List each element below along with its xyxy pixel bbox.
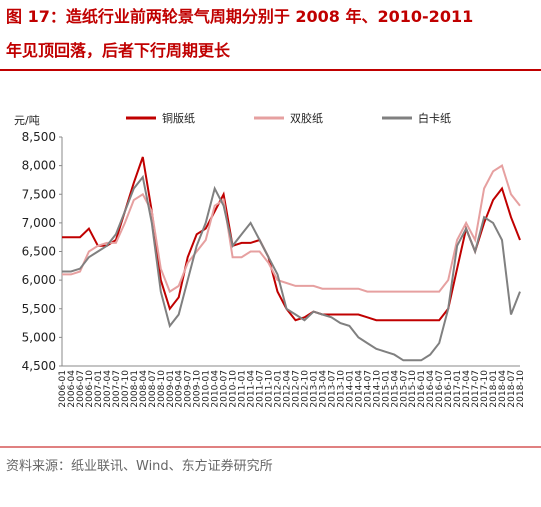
x-tick-label: 2014-04 — [354, 370, 364, 408]
x-tick-label: 2007-01 — [94, 370, 104, 408]
series-line — [62, 164, 521, 294]
x-tick-label: 2016-07 — [435, 370, 445, 408]
x-tick-label: 2006-04 — [67, 370, 77, 408]
x-tick-label: 2007-04 — [103, 370, 113, 408]
plot-area: 4,500 5,000 5,500 6,000 6,500 7,000 7,500 8,000… — [22, 130, 526, 408]
legend-label: 白卡纸 — [418, 111, 451, 125]
x-tick-label: 2016-01 — [417, 370, 427, 408]
y-tick-label: 8,500 — [22, 130, 56, 144]
x-tick-label: 2009-10 — [193, 370, 203, 408]
x-tick-label: 2012-07 — [291, 370, 301, 408]
y-tick-label: 7,500 — [22, 187, 56, 201]
x-tick-label: 2012-01 — [274, 370, 284, 408]
x-tick-label: 2011-10 — [265, 370, 275, 408]
x-tick-label: 2008-04 — [139, 370, 149, 408]
y-tick-label: 5,000 — [22, 330, 56, 344]
x-tick-label: 2015-07 — [399, 370, 409, 408]
x-tick-label: 2008-07 — [148, 370, 158, 408]
y-axis-unit: 元/吨 — [14, 114, 40, 127]
y-tick-label: 7,000 — [22, 216, 56, 230]
legend-label: 铜版纸 — [162, 111, 195, 125]
x-tick-label: 2010-01 — [202, 370, 212, 408]
x-tick-label: 2015-01 — [381, 370, 391, 408]
x-tick-label: 2018-04 — [498, 370, 508, 408]
x-tick-label: 2006-01 — [58, 370, 68, 408]
x-tick-label: 2014-10 — [372, 370, 382, 408]
x-tick-label: 2017-04 — [462, 370, 472, 408]
source-note: 资料来源：纸业联讯、Wind、东方证券研究所 — [6, 458, 273, 474]
x-tick-label: 2013-10 — [336, 370, 346, 408]
x-tick-label: 2006-07 — [76, 370, 86, 408]
x-tick-label: 2018-07 — [507, 370, 517, 408]
x-tick-label: 2007-07 — [112, 370, 122, 408]
x-tick-label: 2011-01 — [238, 370, 248, 408]
x-tick-label: 2013-04 — [318, 370, 328, 408]
series-line — [62, 174, 521, 362]
legend-label: 双胶纸 — [290, 111, 323, 125]
x-tick-label: 2009-01 — [166, 370, 176, 408]
x-tick-label: 2016-10 — [444, 370, 454, 408]
x-tick-label: 2007-10 — [121, 370, 131, 408]
x-tick-label: 2010-07 — [220, 370, 230, 408]
chart-title-line-1: 图 17：造纸行业前两轮景气周期分别于 2008 年、2010-2011 — [6, 7, 473, 26]
x-tick-label: 2010-10 — [229, 370, 239, 408]
x-tick-label: 2013-07 — [327, 370, 337, 408]
x-tick-label: 2013-01 — [309, 370, 319, 408]
y-tick-label: 6,500 — [22, 245, 56, 259]
series-line — [62, 156, 521, 322]
x-tick-label: 2014-07 — [363, 370, 373, 408]
x-tick-label: 2017-10 — [480, 370, 490, 408]
y-tick-label: 4,500 — [22, 359, 56, 373]
x-tick-label: 2008-10 — [157, 370, 167, 408]
x-tick-label: 2017-01 — [453, 370, 463, 408]
y-tick-label: 6,000 — [22, 273, 56, 287]
x-tick-label: 2008-01 — [130, 370, 140, 408]
x-tick-label: 2012-10 — [300, 370, 310, 408]
chart-title-line-2: 年见顶回落，后者下行周期更长 — [6, 41, 231, 60]
x-tick-label: 2017-07 — [471, 370, 481, 408]
x-tick-label: 2009-07 — [184, 370, 194, 408]
x-tick-label: 2015-10 — [408, 370, 418, 408]
x-tick-label: 2014-01 — [345, 370, 355, 408]
x-tick-label: 2016-04 — [426, 370, 436, 408]
x-tick-label: 2010-04 — [211, 370, 221, 408]
x-tick-label: 2015-04 — [390, 370, 400, 408]
x-tick-label: 2006-10 — [85, 370, 95, 408]
x-tick-label: 2009-04 — [175, 370, 185, 408]
x-tick-label: 2011-07 — [256, 370, 266, 408]
x-tick-label: 2012-04 — [283, 370, 293, 408]
x-tick-label: 2011-04 — [247, 370, 257, 408]
x-tick-label: 2018-01 — [489, 370, 499, 408]
x-tick-label: 2018-10 — [516, 370, 526, 408]
y-tick-label: 5,500 — [22, 302, 56, 316]
y-tick-label: 8,000 — [22, 159, 56, 173]
